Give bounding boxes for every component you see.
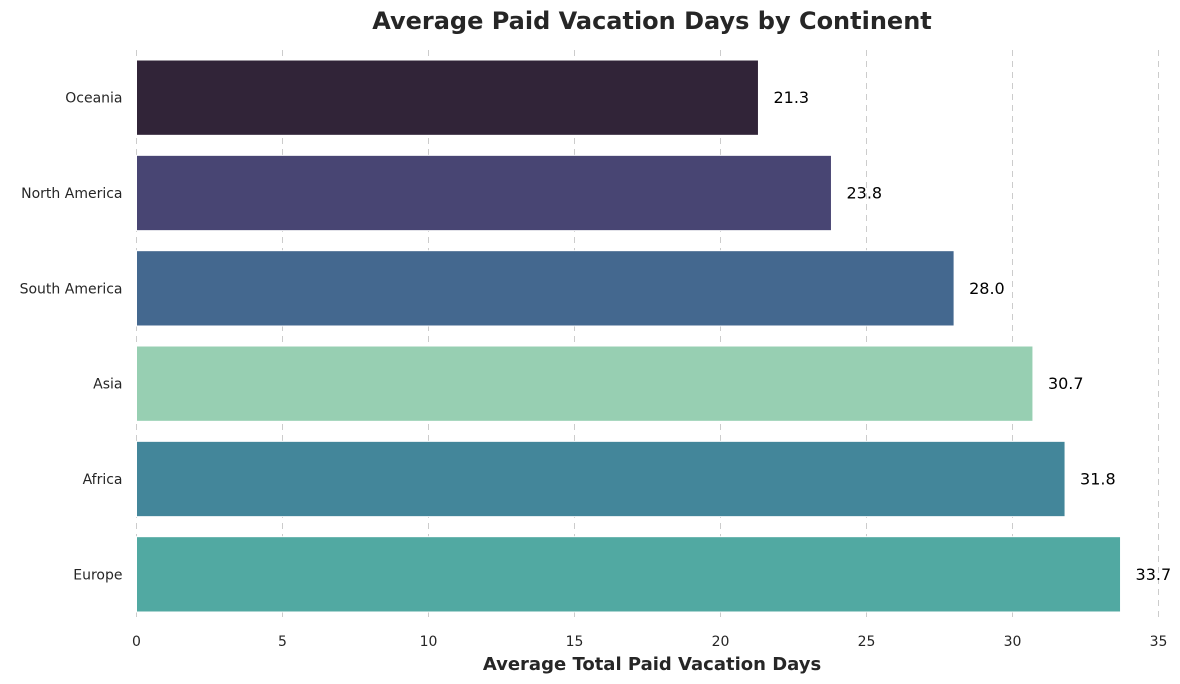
x-tick-labels: 0 5 10 15 20 25 30 35	[132, 634, 1167, 650]
x-tick-label: 25	[858, 634, 876, 650]
x-tick-label: 0	[132, 634, 141, 650]
data-label: 28.0	[969, 279, 1005, 298]
x-tick-label: 35	[1150, 634, 1168, 650]
y-tick-label: Africa	[83, 472, 123, 488]
bar	[136, 345, 1034, 422]
gridlines	[136, 50, 1159, 622]
y-tick-labels: Oceania North America South America Asia Afr…	[20, 91, 123, 584]
y-tick-label: Oceania	[65, 91, 122, 107]
x-tick-label: 20	[712, 634, 730, 650]
x-tick-label: 10	[420, 634, 438, 650]
bar	[136, 250, 955, 327]
x-tick-label: 30	[1004, 634, 1022, 650]
chart-title: Average Paid Vacation Days by Continent	[372, 7, 932, 35]
data-label: 23.8	[846, 184, 882, 203]
x-tick-label: 5	[278, 634, 287, 650]
x-axis-label: Average Total Paid Vacation Days	[483, 654, 821, 675]
data-label: 33.7	[1136, 565, 1172, 584]
x-tick-label: 15	[566, 634, 584, 650]
data-label: 21.3	[773, 88, 809, 107]
y-tick-label: Europe	[73, 567, 122, 583]
bar	[136, 536, 1122, 613]
bar	[136, 154, 832, 232]
bar	[136, 440, 1066, 518]
y-tick-label: North America	[21, 186, 122, 202]
y-tick-label: Asia	[93, 377, 122, 393]
data-labels: 21.3 23.8 28.0 30.7 31.8 33.7	[773, 88, 1171, 584]
y-tick-label: South America	[20, 281, 123, 297]
bars	[136, 59, 1122, 613]
data-label: 30.7	[1048, 374, 1084, 393]
bar	[136, 59, 759, 136]
data-label: 31.8	[1080, 470, 1116, 489]
